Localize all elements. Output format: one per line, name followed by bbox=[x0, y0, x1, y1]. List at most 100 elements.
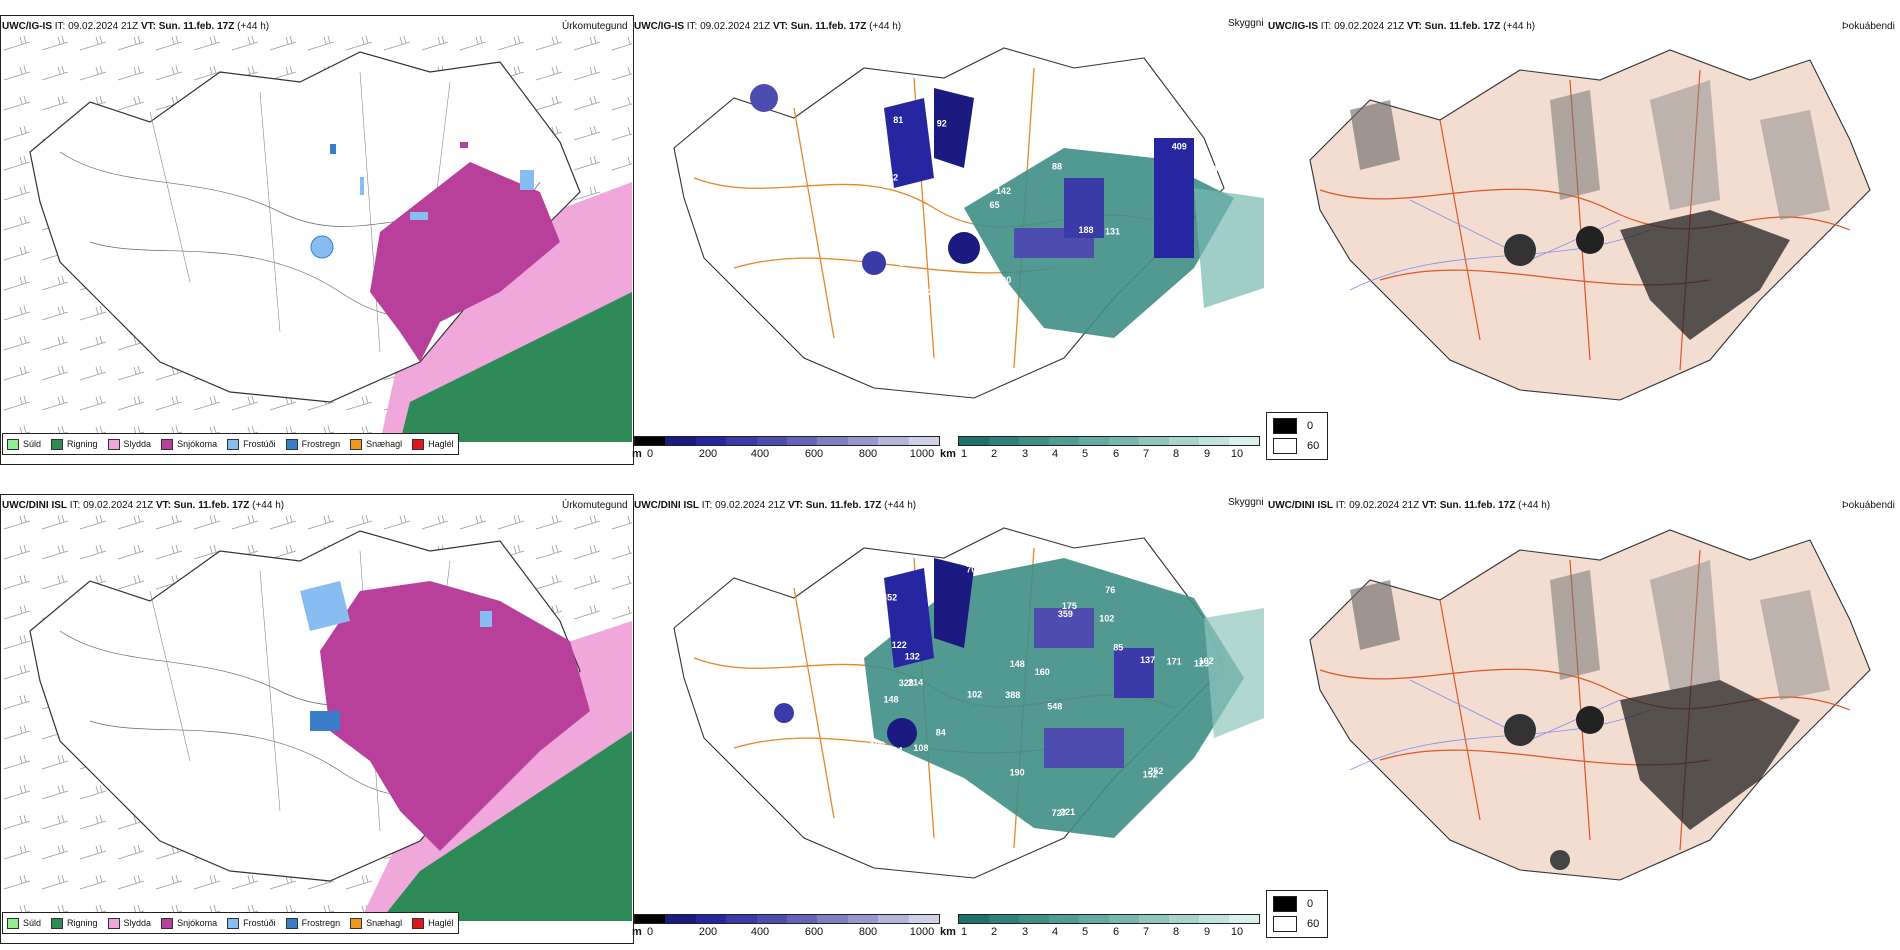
legend-swatch bbox=[7, 438, 19, 450]
ceiling-label: 102 bbox=[1099, 613, 1114, 623]
precip-type-title: Úrkomutegund bbox=[562, 500, 628, 511]
ceiling-label: 409 bbox=[1172, 142, 1187, 152]
scale-step bbox=[1169, 915, 1199, 923]
ceiling-label: 148 bbox=[1010, 659, 1025, 669]
scale-step bbox=[756, 915, 788, 923]
legend-item: Rigning bbox=[51, 917, 98, 929]
scale-step bbox=[1049, 437, 1079, 445]
ceiling-label: 246 bbox=[928, 287, 943, 297]
ceiling-label: 62 bbox=[1166, 309, 1176, 319]
scale-step bbox=[1229, 915, 1259, 923]
fog-swatch bbox=[1273, 438, 1297, 454]
ceiling-label: 148 bbox=[884, 695, 899, 705]
fog-title: Þokuábendi bbox=[1842, 21, 1895, 32]
scale-step bbox=[989, 437, 1019, 445]
scale-step bbox=[1019, 915, 1049, 923]
ceiling-label: 142 bbox=[996, 186, 1011, 196]
scale-step bbox=[817, 915, 848, 923]
fog-legend-row: 0 bbox=[1273, 418, 1313, 434]
ceiling-label: 214 bbox=[908, 678, 923, 688]
ceiling-label: 65 bbox=[990, 200, 1000, 210]
fog-map-top bbox=[1309, 49, 1871, 401]
ceiling-label: 81 bbox=[1033, 143, 1043, 153]
ceiling-label: 84 bbox=[936, 727, 946, 737]
legend-swatch bbox=[412, 917, 425, 929]
ceiling-unit: m bbox=[632, 448, 642, 460]
visibility-title: Skyggni bbox=[1228, 18, 1264, 29]
scale-step bbox=[1199, 437, 1229, 445]
legend-swatch bbox=[161, 438, 174, 450]
ceiling-label: 108 bbox=[913, 743, 928, 753]
scale-step bbox=[665, 915, 696, 923]
legend-item: Snæhagl bbox=[350, 438, 402, 450]
ceiling-label: 85 bbox=[1113, 643, 1123, 653]
scale-step bbox=[878, 437, 909, 445]
ceiling-label: 81 bbox=[893, 115, 903, 125]
scale-step bbox=[1139, 915, 1169, 923]
ceiling-label: 102 bbox=[967, 690, 982, 700]
scale-step bbox=[1139, 437, 1169, 445]
ceiling-scale-bar bbox=[634, 914, 940, 924]
scale-step bbox=[1199, 915, 1229, 923]
ceiling-label: 100 bbox=[1000, 80, 1015, 90]
ceiling-label: 148 bbox=[1007, 118, 1022, 128]
fog-legend-row: 0 bbox=[1273, 896, 1313, 912]
ceiling-label: 88 bbox=[1052, 162, 1062, 172]
legend-item: Frostúði bbox=[227, 917, 276, 929]
scale-step bbox=[847, 437, 879, 445]
scale-step bbox=[635, 915, 666, 923]
ceiling-label: 388 bbox=[1005, 690, 1020, 700]
scale-step bbox=[817, 437, 848, 445]
legend-swatch bbox=[107, 917, 120, 929]
ceiling-unit: m bbox=[632, 926, 642, 938]
row1-visibility-header: UWC/IG-IS IT: 09.02.2024 21Z VT: Sun. 11… bbox=[634, 21, 902, 32]
ceiling-scale-bottom: m 0 200 400 600 800 1000 bbox=[632, 914, 940, 948]
visibility-scale-bottom: km 1 2 3 4 5 6 7 8 9 10 bbox=[940, 914, 1260, 948]
legend-item: Rigning bbox=[51, 438, 98, 450]
scale-step bbox=[1079, 437, 1109, 445]
ceiling-label: 123 bbox=[1194, 658, 1209, 668]
scale-step bbox=[989, 915, 1019, 923]
scale-step bbox=[1109, 915, 1139, 923]
fog-legend-row: 60 bbox=[1273, 438, 1319, 454]
ceiling-label: 147 bbox=[1131, 558, 1146, 568]
ceiling-label: 253 bbox=[967, 148, 982, 158]
ceiling-label: 252 bbox=[1148, 766, 1163, 776]
scale-step bbox=[1049, 915, 1079, 923]
legend-swatch bbox=[51, 438, 64, 450]
ceiling-label: 727 bbox=[1052, 808, 1067, 818]
visibility-title: Skyggni bbox=[1228, 497, 1264, 508]
precip-legend-top: Súld Rigning Slydda Snjókoma Frostúði Fr… bbox=[2, 433, 459, 455]
fog-swatch bbox=[1273, 418, 1297, 434]
visibility-scale-bar bbox=[958, 914, 1260, 924]
ceiling-label: 634 bbox=[999, 118, 1014, 128]
scale-step bbox=[1019, 437, 1049, 445]
precip-type-map-bottom bbox=[0, 511, 632, 921]
ceiling-label: 152 bbox=[1143, 770, 1158, 780]
visibility-unit: km bbox=[940, 926, 956, 938]
legend-swatch bbox=[350, 917, 363, 929]
scale-step bbox=[1169, 437, 1199, 445]
fog-swatch bbox=[1273, 896, 1297, 912]
ceiling-label: 137 bbox=[1140, 655, 1155, 665]
visibility-map-bottom: 65 76 123 388 548 214 452 102 148 359 160 142 708 102… bbox=[673, 527, 1264, 879]
legend-swatch bbox=[51, 917, 64, 929]
scale-step bbox=[847, 915, 879, 923]
legend-item: Snjókoma bbox=[161, 438, 217, 450]
legend-swatch bbox=[107, 438, 120, 450]
ceiling-label: 452 bbox=[882, 593, 897, 603]
scale-step bbox=[908, 915, 940, 923]
ceiling-label: 154 bbox=[874, 298, 889, 308]
ceiling-label: 171 bbox=[1167, 656, 1182, 666]
legend-item: Frostregn bbox=[285, 438, 340, 450]
fog-map-bottom bbox=[1309, 529, 1871, 881]
fog-title: Þokuábendi bbox=[1842, 500, 1895, 511]
legend-item: Slydda bbox=[107, 917, 151, 929]
ceiling-label: 131 bbox=[1105, 227, 1120, 237]
ceiling-labels-bottom: 65 76 123 388 548 214 452 102 148 359 160 142 708 102… bbox=[870, 553, 1214, 818]
legend-swatch bbox=[7, 917, 19, 929]
fog-legend-row: 60 bbox=[1273, 916, 1319, 932]
scale-step bbox=[726, 915, 757, 923]
ceiling-label: 694 bbox=[888, 746, 903, 756]
scale-step bbox=[908, 437, 940, 445]
